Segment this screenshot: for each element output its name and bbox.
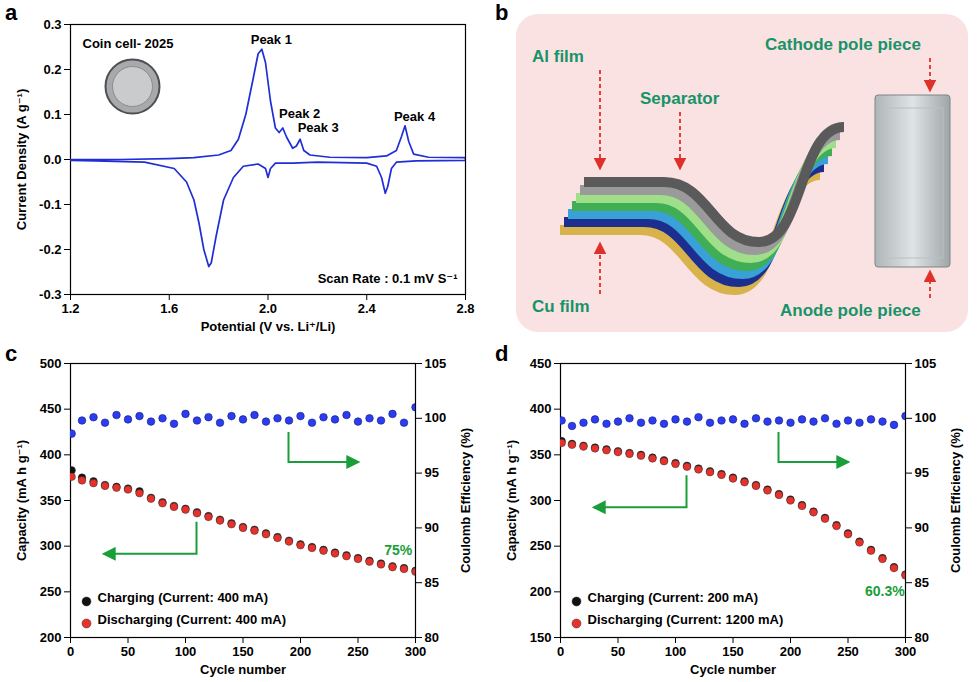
- html-text:b: b: [495, 0, 509, 25]
- svg-text:300: 300: [895, 644, 917, 659]
- svg-text:Charging (Current: 200 mA): Charging (Current: 200 mA): [588, 590, 758, 605]
- svg-text:60.3%: 60.3%: [865, 583, 905, 599]
- svg-text:450: 450: [530, 356, 552, 371]
- svg-text:Charging (Current: 400 mA): Charging (Current: 400 mA): [98, 590, 268, 605]
- svg-text:100: 100: [915, 410, 937, 425]
- svg-text:2.4: 2.4: [358, 301, 377, 316]
- html-text:d: d: [495, 341, 509, 366]
- svg-text:75%: 75%: [384, 542, 413, 558]
- svg-text:100: 100: [665, 644, 687, 659]
- svg-text:250: 250: [40, 584, 62, 599]
- svg-text:0.2: 0.2: [43, 62, 61, 77]
- svg-text:Discharging (Current: 400 mA): Discharging (Current: 400 mA): [98, 612, 287, 627]
- svg-text:Cycle number: Cycle number: [200, 662, 286, 677]
- svg-text:Cycle number: Cycle number: [690, 662, 776, 677]
- svg-text:1.2: 1.2: [61, 301, 79, 316]
- svg-text:50: 50: [611, 644, 625, 659]
- svg-text:350: 350: [40, 493, 62, 508]
- svg-text:Anode pole piece: Anode pole piece: [780, 301, 921, 320]
- svg-text:150: 150: [530, 630, 552, 645]
- svg-text:Coulomb Efficiency (%): Coulomb Efficiency (%): [948, 428, 963, 573]
- svg-text:200: 200: [530, 584, 552, 599]
- svg-text:Separator: Separator: [640, 89, 720, 108]
- svg-text:0.3: 0.3: [43, 17, 61, 32]
- svg-text:300: 300: [405, 644, 427, 659]
- svg-text:300: 300: [530, 493, 552, 508]
- svg-text:85: 85: [915, 575, 929, 590]
- svg-text:500: 500: [40, 356, 62, 371]
- svg-text:Discharging (Current: 1200 mA): Discharging (Current: 1200 mA): [588, 612, 784, 627]
- svg-text:-0.2: -0.2: [39, 242, 61, 257]
- svg-text:Peak 1: Peak 1: [251, 32, 292, 47]
- svg-text:Cathode pole piece: Cathode pole piece: [765, 35, 921, 54]
- svg-text:100: 100: [425, 410, 447, 425]
- svg-text:Current Density (A g⁻¹): Current Density (A g⁻¹): [14, 89, 29, 230]
- svg-text:Capacity (mA h g⁻¹): Capacity (mA h g⁻¹): [504, 440, 519, 561]
- svg-text:150: 150: [232, 644, 254, 659]
- svg-text:Al film: Al film: [532, 47, 584, 66]
- svg-text:0: 0: [67, 644, 74, 659]
- svg-text:2.0: 2.0: [259, 301, 277, 316]
- svg-text:250: 250: [837, 644, 859, 659]
- svg-text:0.1: 0.1: [43, 107, 61, 122]
- svg-text:Scan Rate : 0.1 mV S⁻¹: Scan Rate : 0.1 mV S⁻¹: [318, 271, 458, 286]
- svg-text:250: 250: [530, 538, 552, 553]
- svg-text:1.6: 1.6: [160, 301, 178, 316]
- svg-text:2.8: 2.8: [456, 301, 474, 316]
- svg-text:-0.1: -0.1: [39, 197, 61, 212]
- svg-text:200: 200: [780, 644, 802, 659]
- svg-text:150: 150: [722, 644, 744, 659]
- svg-text:Coulomb Efficiency (%): Coulomb Efficiency (%): [458, 428, 473, 573]
- svg-text:Peak 4: Peak 4: [394, 109, 436, 124]
- html-text:c: c: [5, 341, 18, 366]
- svg-text:Capacity (mA h g⁻¹): Capacity (mA h g⁻¹): [14, 440, 29, 561]
- svg-text:105: 105: [425, 356, 447, 371]
- svg-text:Peak 2: Peak 2: [279, 106, 321, 122]
- svg-text:85: 85: [425, 575, 439, 590]
- svg-text:Peak 3: Peak 3: [298, 120, 339, 135]
- svg-text:95: 95: [915, 465, 929, 480]
- svg-text:200: 200: [290, 644, 312, 659]
- svg-text:350: 350: [530, 447, 552, 462]
- svg-text:0: 0: [557, 644, 564, 659]
- svg-text:400: 400: [530, 401, 552, 416]
- svg-text:300: 300: [40, 538, 62, 553]
- svg-text:250: 250: [347, 644, 369, 659]
- svg-text:0.0: 0.0: [43, 152, 61, 167]
- svg-text:50: 50: [121, 644, 135, 659]
- svg-text:Coin cell- 2025: Coin cell- 2025: [83, 36, 174, 51]
- svg-text:90: 90: [915, 520, 929, 535]
- svg-text:450: 450: [40, 401, 62, 416]
- svg-text:80: 80: [915, 630, 929, 645]
- html-text:a: a: [5, 0, 18, 25]
- svg-text:100: 100: [175, 644, 197, 659]
- svg-text:Cu film: Cu film: [532, 297, 590, 316]
- svg-text:-0.3: -0.3: [39, 287, 61, 302]
- svg-text:105: 105: [915, 356, 937, 371]
- svg-text:90: 90: [425, 520, 439, 535]
- svg-text:95: 95: [425, 465, 439, 480]
- svg-text:80: 80: [425, 630, 439, 645]
- svg-text:200: 200: [40, 630, 62, 645]
- svg-text:400: 400: [40, 447, 62, 462]
- svg-text:Potential (V vs. Li⁺/Li): Potential (V vs. Li⁺/Li): [201, 319, 336, 334]
